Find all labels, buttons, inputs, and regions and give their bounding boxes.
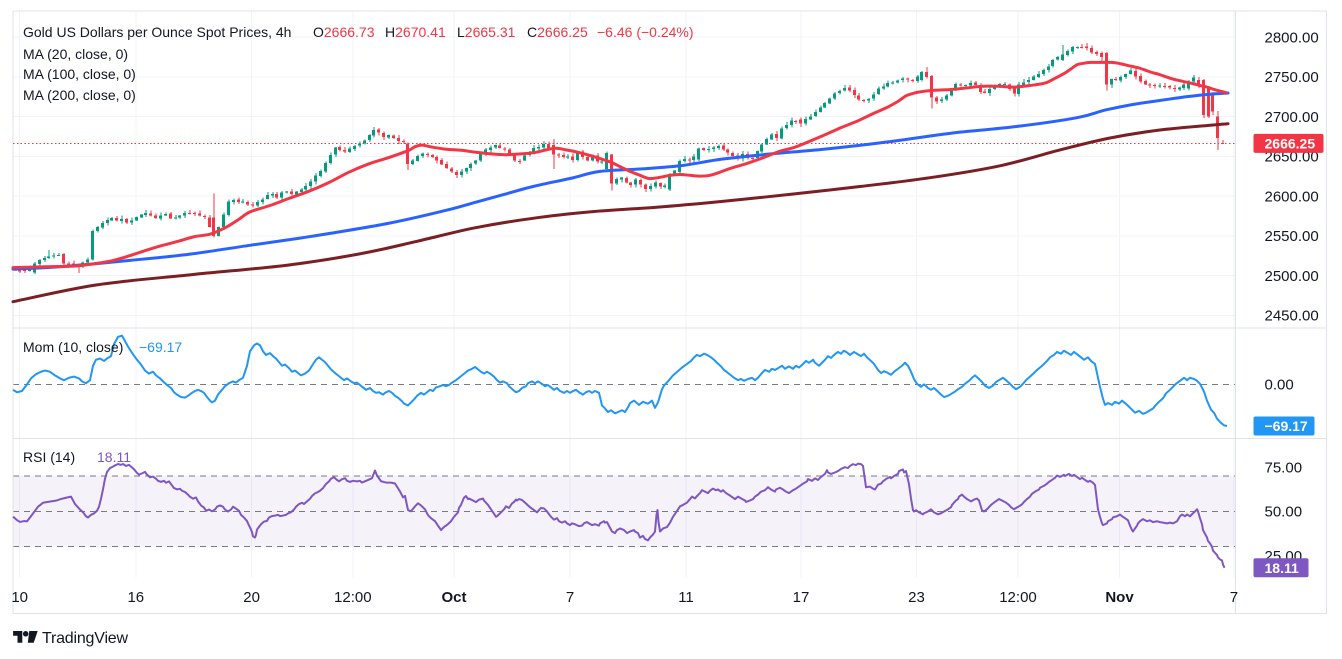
- svg-text:18.11: 18.11: [1265, 560, 1299, 576]
- svg-text:2450.00: 2450.00: [1265, 308, 1319, 325]
- svg-text:Oct: Oct: [441, 589, 466, 606]
- svg-text:Nov: Nov: [1105, 589, 1134, 606]
- svg-text:50.00: 50.00: [1265, 504, 1303, 521]
- svg-text:TradingView: TradingView: [42, 630, 128, 647]
- svg-text:2750.00: 2750.00: [1265, 69, 1319, 86]
- svg-text:MA (20, close, 0): MA (20, close, 0): [23, 46, 128, 62]
- svg-text:16: 16: [127, 589, 144, 606]
- svg-text:75.00: 75.00: [1265, 459, 1303, 476]
- svg-text:MA (200, close, 0): MA (200, close, 0): [23, 87, 136, 103]
- svg-text:7: 7: [566, 589, 574, 606]
- svg-text:7: 7: [1230, 589, 1238, 606]
- svg-text:12:00: 12:00: [999, 589, 1037, 606]
- svg-text:0.00: 0.00: [1265, 377, 1294, 394]
- svg-text:RSI (14) 18.11: RSI (14) 18.11: [23, 449, 131, 465]
- svg-text:2666.25: 2666.25: [1265, 135, 1316, 151]
- svg-text:20: 20: [243, 589, 260, 606]
- svg-text:10: 10: [11, 589, 28, 606]
- svg-text:MA (100, close, 0): MA (100, close, 0): [23, 66, 136, 82]
- svg-text:12:00: 12:00: [334, 589, 372, 606]
- svg-text:Mom (10, close) −69.17: Mom (10, close) −69.17: [23, 339, 182, 355]
- svg-text:2600.00: 2600.00: [1265, 188, 1319, 205]
- svg-text:11: 11: [678, 589, 694, 606]
- svg-text:2800.00: 2800.00: [1265, 29, 1319, 46]
- svg-text:−69.17: −69.17: [1265, 418, 1308, 434]
- svg-text:17: 17: [793, 589, 810, 606]
- svg-text:2500.00: 2500.00: [1265, 268, 1319, 285]
- svg-text:2700.00: 2700.00: [1265, 109, 1319, 126]
- svg-text:23: 23: [908, 589, 925, 606]
- svg-text:2550.00: 2550.00: [1265, 228, 1319, 245]
